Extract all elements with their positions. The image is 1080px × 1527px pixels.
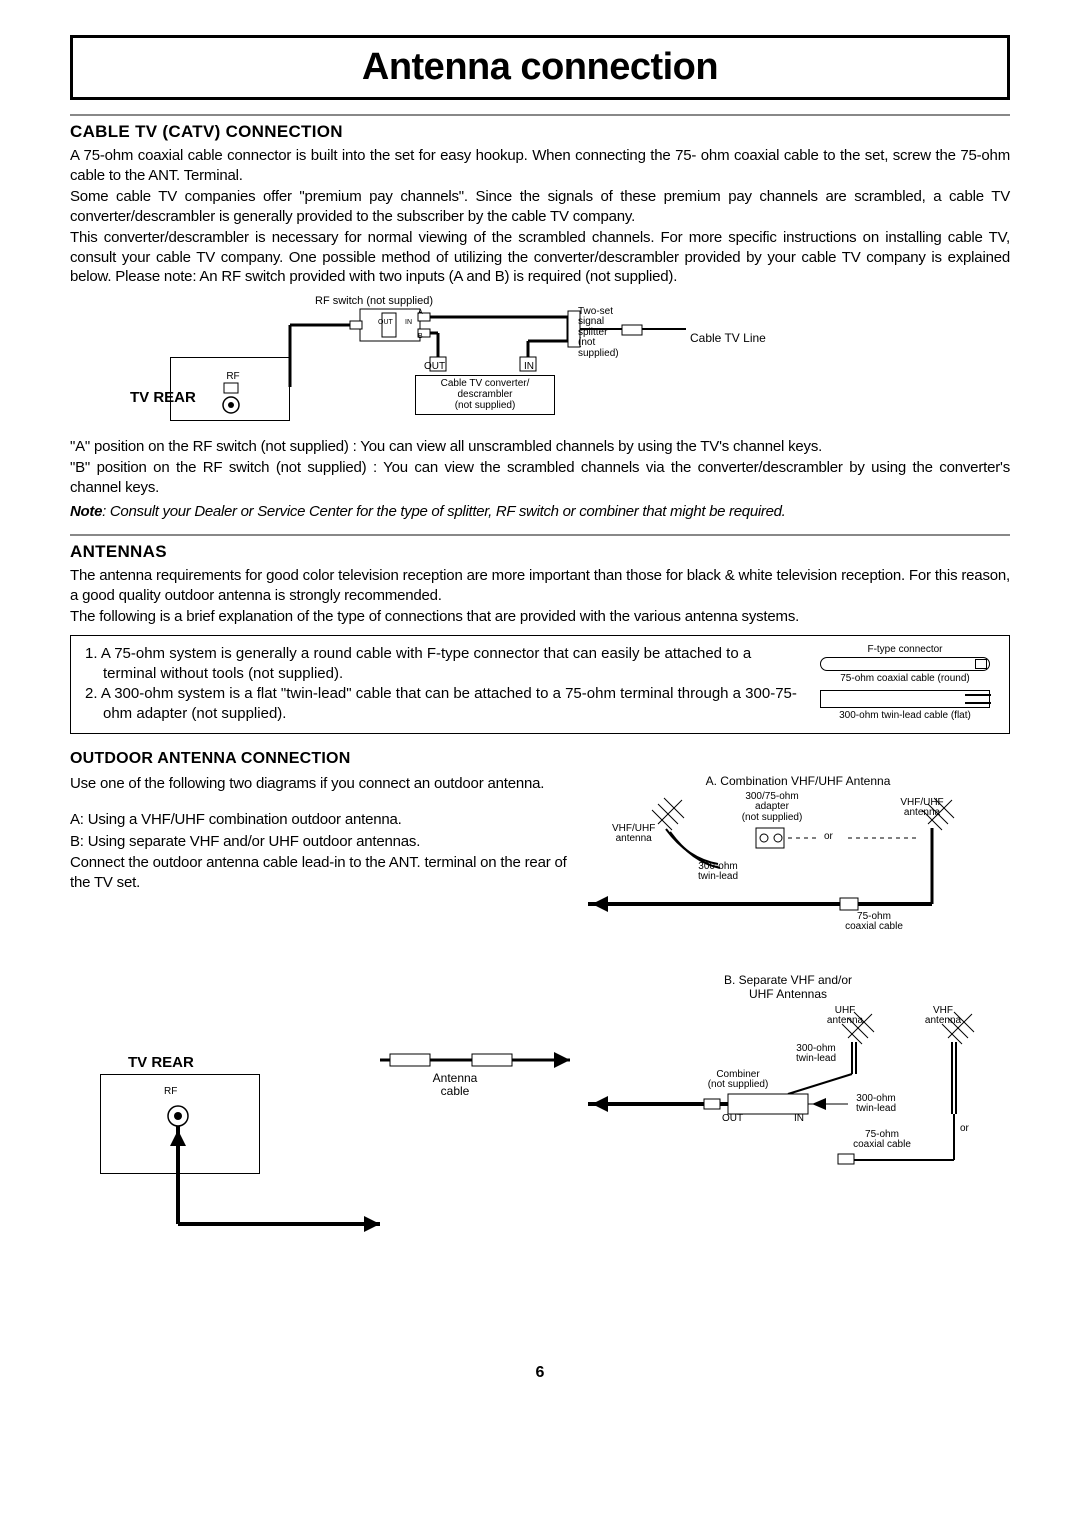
outdoor-two-col: Use one of the following two diagrams if… — [70, 774, 1010, 1315]
out-label-2: OUT — [424, 361, 445, 372]
outdoor-p1: Use one of the following two diagrams if… — [70, 774, 570, 794]
out-label-1: OUT — [378, 319, 393, 326]
outdoor-pA: A: Using a VHF/UHF combination outdoor a… — [70, 810, 570, 830]
coax75-a: 75-ohm coaxial cable — [834, 912, 914, 933]
catv-diagram: RF switch (not supplied) TV REAR RF OUT … — [70, 297, 1010, 427]
antennas-p2: The following is a brief explanation of … — [70, 607, 1010, 627]
antennas-heading: ANTENNAS — [70, 534, 1010, 562]
antenna-types-box: 1. A 75-ohm system is generally a round … — [70, 635, 1010, 734]
outdoor-left-diagram: TV REAR RF Antenna cable — [70, 894, 490, 1314]
cable-illustrations: F-type connector 75-ohm coaxial cable (r… — [815, 644, 995, 721]
note-rest: : Consult your Dealer or Service Center … — [102, 503, 785, 520]
cable-tv-line: Cable TV Line — [690, 331, 766, 345]
twin300-a: 300-ohm twin-lead — [688, 862, 748, 883]
outdoor-right-diagram: A. Combination VHF/UHF Antenna — [588, 774, 1008, 1214]
outdoor-pB: B: Using separate VHF and/or UHF outdoor… — [70, 832, 570, 852]
in-label-2: IN — [524, 361, 534, 372]
twin300-b1: 300-ohm twin-lead — [788, 1044, 844, 1065]
vhfuhf-ant-r: VHF/UHF antenna — [892, 798, 952, 819]
ant-li1: 1. A 75-ohm system is generally a round … — [85, 644, 801, 685]
rf-switch-label: RF switch (not supplied) — [315, 295, 433, 307]
antenna-ol: 1. A 75-ohm system is generally a round … — [85, 644, 801, 725]
tv-rear-label-2: TV REAR — [128, 1054, 194, 1071]
page-number: 6 — [70, 1364, 1010, 1382]
ftype-label: F-type connector — [815, 644, 995, 655]
splitter-label: Two-set signal splitter (not supplied) — [578, 307, 636, 360]
in-label-b: IN — [794, 1114, 804, 1125]
coax-round-icon — [820, 657, 990, 671]
catv-p3: This converter/descrambler is necessary … — [70, 228, 1010, 287]
tv-rear-box-2 — [100, 1074, 260, 1174]
twin300-b2: 300-ohm twin-lead — [848, 1094, 904, 1115]
ant-li2: 2. A 300-ohm system is a flat "twin-lead… — [85, 684, 801, 725]
catv-note: Note: Consult your Dealer or Service Cen… — [70, 503, 1010, 520]
pos-b-text: "B" position on the RF switch (not suppl… — [70, 458, 1010, 497]
page-title: Antenna connection — [83, 46, 997, 89]
rf-label-2: RF — [164, 1086, 177, 1097]
coax75-b: 75-ohm coaxial cable — [842, 1130, 922, 1151]
out-label-b: OUT — [722, 1114, 743, 1125]
svg-text:UHF Antennas: UHF Antennas — [749, 987, 827, 1001]
twin-flat-icon — [820, 690, 990, 708]
outdoor-left: Use one of the following two diagrams if… — [70, 774, 570, 1315]
pos-a-text: "A" position on the RF switch (not suppl… — [70, 437, 1010, 457]
page-title-box: Antenna connection — [70, 35, 1010, 100]
note-bold: Note — [70, 503, 102, 520]
catv-p2: Some cable TV companies offer "premium p… — [70, 187, 1010, 226]
vhf-ant-label: VHF antenna — [918, 1006, 968, 1027]
in-label-1: IN — [405, 319, 412, 326]
antenna-cable-label: Antenna cable — [420, 1072, 490, 1097]
svg-text:B. Separate VHF and/or: B. Separate VHF and/or — [724, 973, 852, 987]
tv-rear-label: TV REAR — [130, 389, 196, 406]
twin-flat-label: 300-ohm twin-lead cable (flat) — [815, 710, 995, 721]
or-label-1: or — [824, 832, 833, 843]
or-label-2: or — [960, 1124, 969, 1135]
outdoor-right: A. Combination VHF/UHF Antenna — [588, 774, 1010, 1214]
adapter-label: 300/75-ohm adapter (not supplied) — [732, 792, 812, 824]
a-label: A — [418, 309, 423, 316]
catv-p1: A 75-ohm coaxial cable connector is buil… — [70, 146, 1010, 185]
coax-round-label: 75-ohm coaxial cable (round) — [815, 673, 995, 684]
rf-label: RF — [218, 371, 248, 382]
vhfuhf-ant-l: VHF/UHF antenna — [612, 824, 655, 845]
uhf-ant-label: UHF antenna — [820, 1006, 870, 1027]
outdoor-pC: Connect the outdoor antenna cable lead-i… — [70, 853, 570, 892]
converter-box: Cable TV converter/ descrambler (not sup… — [415, 375, 555, 415]
combiner-label: Combiner (not supplied) — [698, 1070, 778, 1091]
outdoor-heading: OUTDOOR ANTENNA CONNECTION — [70, 750, 1010, 768]
b-label: B — [418, 333, 423, 340]
antennas-p1: The antenna requirements for good color … — [70, 566, 1010, 605]
catv-heading: CABLE TV (CATV) CONNECTION — [70, 114, 1010, 142]
